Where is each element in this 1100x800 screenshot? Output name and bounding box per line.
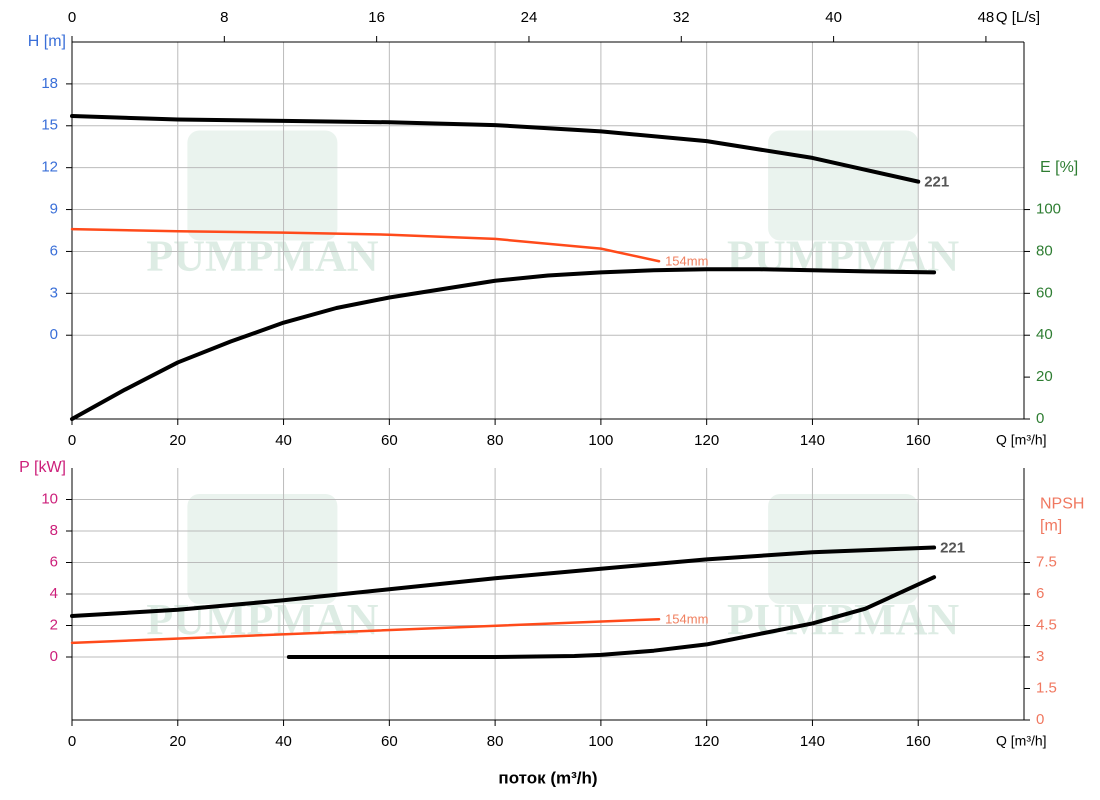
x-tick-label: 140 [800, 432, 825, 449]
x-tick-label: 140 [800, 733, 825, 750]
y2-tick-label: 7.5 [1036, 553, 1057, 570]
x2-axis-label: Q [L/s] [996, 9, 1040, 26]
series-line [70, 227, 661, 263]
y2-tick-label: 1.5 [1036, 679, 1057, 696]
y-tick-label: 9 [50, 201, 58, 218]
y2-tick-label: 6 [1036, 585, 1044, 602]
y-tick-label: 0 [50, 648, 58, 665]
series-line [70, 267, 937, 421]
series-line [286, 575, 937, 659]
y-tick-label: 15 [41, 117, 58, 134]
x2-tick-label: 8 [220, 9, 228, 26]
y-tick-label: 10 [41, 490, 58, 507]
y-tick-label: 2 [50, 616, 58, 633]
y-tick-label: 4 [50, 585, 58, 602]
x-tick-label: 40 [275, 733, 292, 750]
series-label: 221 [940, 540, 965, 557]
y2-tick-label: 80 [1036, 242, 1053, 259]
y-tick-label: 12 [41, 159, 58, 176]
x-tick-label: 120 [694, 733, 719, 750]
y2-tick-label: 100 [1036, 201, 1061, 218]
watermark-shape [187, 494, 338, 604]
y-axis-label: H [m] [28, 33, 66, 50]
series-line [70, 545, 937, 619]
x2-tick-label: 24 [521, 9, 538, 26]
x-tick-label: 120 [694, 432, 719, 449]
x2-tick-label: 0 [68, 9, 76, 26]
watermark: PUMPMAN [146, 232, 378, 281]
y2-tick-label: 4.5 [1036, 616, 1057, 633]
y2-axis-label: [m] [1040, 518, 1062, 535]
y2-tick-label: 0 [1036, 711, 1044, 728]
y-axis-label: P [kW] [19, 459, 66, 476]
x-tick-label: 0 [68, 733, 76, 750]
series-label: 154mm [665, 612, 708, 627]
x2-tick-label: 40 [825, 9, 842, 26]
series-line [70, 114, 921, 184]
y-tick-label: 3 [50, 284, 58, 301]
series-label: 221 [924, 174, 949, 191]
y-tick-label: 18 [41, 75, 58, 92]
caption: поток (m³/h) [498, 768, 597, 787]
watermark-shape [768, 130, 919, 241]
watermark: PUMPMAN [727, 595, 959, 644]
watermark-shape [187, 130, 338, 241]
y2-tick-label: 40 [1036, 326, 1053, 343]
y-tick-label: 6 [50, 242, 58, 259]
x-tick-label: 60 [381, 432, 398, 449]
x-axis-label: Q [m³/h] [996, 733, 1047, 749]
x2-tick-label: 16 [368, 9, 385, 26]
series-line [70, 617, 661, 645]
series-label: 154mm [665, 254, 708, 269]
x-tick-label: 40 [275, 432, 292, 449]
y-tick-label: 0 [50, 326, 58, 343]
x-tick-label: 160 [906, 432, 931, 449]
y2-axis-label: E [%] [1040, 159, 1078, 176]
y2-tick-label: 20 [1036, 368, 1053, 385]
y2-tick-label: 60 [1036, 284, 1053, 301]
x-tick-label: 80 [487, 733, 504, 750]
x-tick-label: 160 [906, 733, 931, 750]
watermark-shape [768, 494, 919, 604]
y2-axis-label: NPSH [1040, 496, 1084, 513]
y-tick-label: 8 [50, 522, 58, 539]
y2-tick-label: 3 [1036, 648, 1044, 665]
x-tick-label: 0 [68, 432, 76, 449]
x-tick-label: 80 [487, 432, 504, 449]
x-tick-label: 20 [169, 432, 186, 449]
x2-tick-label: 48 [978, 9, 995, 26]
x-axis-label: Q [m³/h] [996, 432, 1047, 448]
y2-tick-label: 0 [1036, 410, 1044, 427]
y-tick-label: 6 [50, 553, 58, 570]
x-tick-label: 100 [588, 432, 613, 449]
x-tick-label: 20 [169, 733, 186, 750]
x-tick-label: 100 [588, 733, 613, 750]
x-tick-label: 60 [381, 733, 398, 750]
x2-tick-label: 32 [673, 9, 690, 26]
